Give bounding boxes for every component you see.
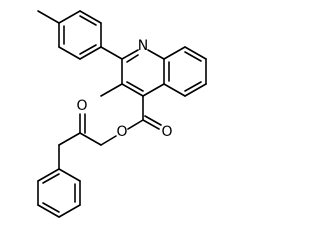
molecule: N O O O [37,10,207,218]
atom-label: O [161,124,172,140]
bonds [37,10,207,218]
atom-label: N [138,38,148,54]
atom-label: O [116,124,127,140]
atom-label: O [76,98,87,114]
